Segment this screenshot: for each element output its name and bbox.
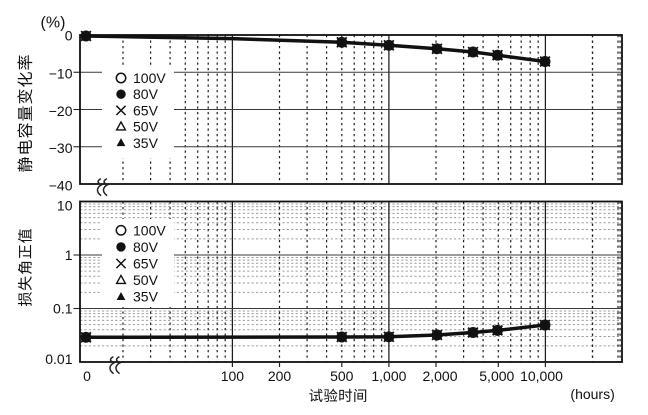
svg-text:50V: 50V: [133, 272, 159, 288]
svg-text:1,000: 1,000: [371, 368, 406, 384]
svg-text:65V: 65V: [133, 256, 159, 272]
svg-text:35V: 35V: [133, 289, 159, 305]
svg-text:10,000: 10,000: [520, 368, 563, 384]
svg-text:−20: −20: [49, 103, 73, 119]
svg-text:200: 200: [268, 368, 292, 384]
svg-text:100: 100: [221, 368, 245, 384]
svg-text:2,000: 2,000: [422, 368, 457, 384]
svg-text:100V: 100V: [133, 70, 166, 86]
svg-text:35V: 35V: [133, 135, 159, 151]
svg-text:65V: 65V: [133, 102, 159, 118]
svg-text:(%): (%): [41, 15, 66, 32]
svg-text:10: 10: [57, 198, 73, 214]
svg-text:50V: 50V: [133, 119, 159, 135]
svg-text:500: 500: [330, 368, 354, 384]
svg-text:−10: −10: [49, 66, 73, 82]
svg-text:1: 1: [65, 247, 73, 263]
svg-text:0: 0: [65, 27, 73, 43]
svg-text:−30: −30: [49, 140, 73, 156]
svg-text:0: 0: [83, 368, 91, 384]
svg-text:5,000: 5,000: [479, 368, 514, 384]
svg-text:(hours): (hours): [570, 386, 614, 402]
svg-text:80V: 80V: [133, 86, 159, 102]
svg-text:100V: 100V: [133, 222, 166, 238]
svg-text:−40: −40: [49, 177, 73, 193]
svg-text:80V: 80V: [133, 239, 159, 255]
svg-text:0.1: 0.1: [53, 300, 73, 316]
svg-text:0.01: 0.01: [45, 351, 72, 367]
